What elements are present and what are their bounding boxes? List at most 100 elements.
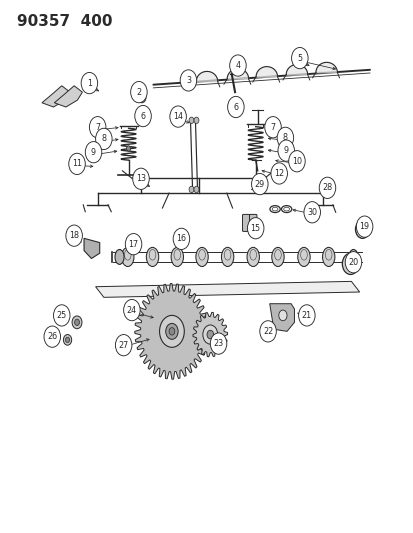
Text: 12: 12 (273, 169, 284, 178)
Text: 5: 5 (297, 54, 301, 62)
Circle shape (65, 337, 69, 343)
Text: 8: 8 (282, 133, 287, 142)
Circle shape (89, 117, 106, 138)
Text: 10: 10 (291, 157, 301, 166)
Text: 9: 9 (283, 146, 288, 155)
Circle shape (135, 106, 151, 127)
Text: 15: 15 (250, 224, 260, 233)
Text: 26: 26 (47, 332, 57, 341)
Text: 2: 2 (136, 87, 141, 96)
Text: 25: 25 (57, 311, 67, 320)
Text: 23: 23 (213, 339, 223, 348)
Circle shape (264, 117, 280, 138)
Circle shape (227, 96, 244, 118)
Text: 27: 27 (118, 341, 128, 350)
Text: 6: 6 (140, 111, 145, 120)
Text: 28: 28 (322, 183, 332, 192)
Polygon shape (192, 312, 227, 357)
Polygon shape (42, 86, 70, 107)
Circle shape (278, 310, 286, 321)
Ellipse shape (121, 247, 134, 266)
Ellipse shape (247, 247, 259, 266)
Circle shape (270, 163, 287, 184)
Circle shape (81, 72, 97, 94)
Polygon shape (285, 64, 307, 75)
Text: 13: 13 (135, 174, 146, 183)
Circle shape (85, 142, 102, 163)
Text: 17: 17 (128, 240, 138, 249)
Text: 18: 18 (69, 231, 79, 240)
Circle shape (69, 154, 85, 174)
Polygon shape (269, 304, 294, 332)
Circle shape (342, 253, 358, 274)
Text: 3: 3 (185, 76, 190, 85)
Circle shape (189, 186, 194, 192)
Circle shape (115, 335, 132, 356)
Circle shape (169, 106, 186, 127)
Circle shape (251, 173, 268, 195)
Text: 19: 19 (358, 222, 369, 231)
Circle shape (169, 328, 174, 335)
Ellipse shape (322, 247, 334, 266)
Text: 29: 29 (254, 180, 264, 189)
Text: 24: 24 (126, 305, 137, 314)
Circle shape (44, 326, 60, 348)
Circle shape (344, 252, 361, 273)
Text: 7: 7 (95, 123, 100, 132)
Circle shape (276, 127, 293, 149)
Circle shape (298, 305, 314, 326)
Ellipse shape (171, 247, 183, 266)
Polygon shape (135, 284, 209, 379)
Circle shape (318, 177, 335, 198)
Circle shape (210, 333, 226, 354)
Ellipse shape (146, 247, 158, 266)
Circle shape (138, 92, 145, 103)
Circle shape (53, 305, 70, 326)
Ellipse shape (115, 249, 124, 264)
Circle shape (123, 300, 140, 321)
Circle shape (159, 316, 184, 348)
Circle shape (303, 201, 320, 223)
Polygon shape (315, 62, 337, 72)
Circle shape (95, 128, 112, 150)
Ellipse shape (195, 247, 208, 266)
Text: 14: 14 (173, 112, 183, 121)
Text: 7: 7 (270, 123, 275, 132)
Ellipse shape (297, 247, 309, 266)
Text: 30: 30 (306, 208, 316, 217)
Circle shape (180, 70, 196, 91)
FancyBboxPatch shape (249, 214, 256, 231)
Polygon shape (95, 281, 359, 297)
Polygon shape (54, 86, 82, 107)
Circle shape (206, 330, 213, 339)
Circle shape (173, 228, 189, 249)
Circle shape (72, 316, 82, 329)
Circle shape (63, 335, 71, 345)
Circle shape (74, 319, 79, 326)
Circle shape (125, 233, 142, 255)
Circle shape (259, 321, 275, 342)
Circle shape (126, 146, 131, 151)
Circle shape (194, 117, 199, 124)
Polygon shape (84, 238, 100, 259)
Circle shape (133, 168, 149, 189)
Circle shape (131, 82, 147, 103)
Text: 6: 6 (233, 102, 238, 111)
FancyBboxPatch shape (242, 214, 249, 231)
Text: 16: 16 (176, 235, 186, 244)
Polygon shape (227, 69, 248, 79)
Circle shape (202, 325, 217, 344)
Ellipse shape (271, 247, 283, 266)
Text: 9: 9 (91, 148, 96, 157)
Ellipse shape (221, 247, 233, 266)
Text: 8: 8 (101, 134, 106, 143)
Text: 21: 21 (301, 311, 311, 320)
Circle shape (247, 217, 263, 239)
Text: 11: 11 (72, 159, 82, 168)
Circle shape (288, 151, 304, 172)
Text: 1: 1 (87, 78, 92, 87)
Text: 22: 22 (262, 327, 273, 336)
Circle shape (291, 47, 307, 69)
Circle shape (356, 216, 372, 237)
Circle shape (66, 225, 82, 246)
